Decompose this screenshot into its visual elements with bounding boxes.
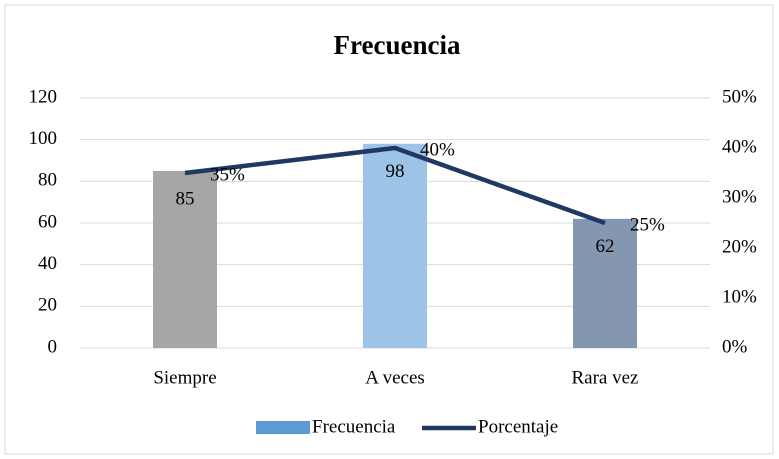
y2-tick-label: 40% <box>722 136 757 157</box>
data-label: 98 <box>386 161 405 182</box>
line <box>184 145 606 226</box>
bar <box>573 218 637 348</box>
y-tick-label: 60 <box>38 211 57 232</box>
x-tick-label: A veces <box>365 367 425 388</box>
data-label: 62 <box>596 236 615 257</box>
legend-swatch <box>256 421 310 434</box>
y2-tick-label: 30% <box>722 186 757 207</box>
data-label: 25% <box>630 214 665 235</box>
y2-tick-label: 10% <box>722 286 757 307</box>
y2-tick-label: 50% <box>722 86 757 107</box>
data-label: 35% <box>210 164 245 185</box>
data-label: 85 <box>176 188 195 209</box>
x-tick-label: Siempre <box>153 367 216 388</box>
bar <box>363 143 427 348</box>
y-tick-label: 120 <box>29 86 58 107</box>
chart-title: Frecuencia <box>334 30 461 60</box>
y-tick-label: 80 <box>38 170 57 191</box>
legend-label: Porcentaje <box>478 416 558 437</box>
y-tick-label: 0 <box>48 336 58 357</box>
y2-tick-label: 0% <box>722 336 748 357</box>
legend-label: Frecuencia <box>312 416 396 437</box>
y-tick-label: 100 <box>29 128 58 149</box>
x-tick-label: Rara vez <box>572 367 639 388</box>
y-tick-label: 20 <box>38 295 57 316</box>
bar <box>153 170 217 348</box>
y-tick-label: 40 <box>38 253 57 274</box>
data-label: 40% <box>420 139 455 160</box>
y2-tick-label: 20% <box>722 236 757 257</box>
